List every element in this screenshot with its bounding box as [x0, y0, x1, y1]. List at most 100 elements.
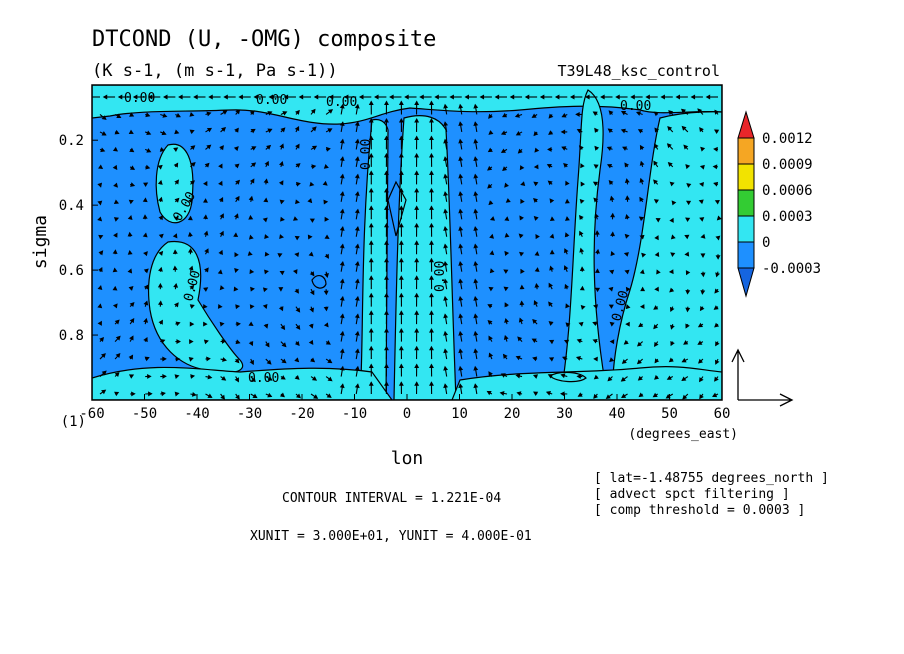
- wind-vector-head: [173, 282, 179, 288]
- wind-vector-head: [699, 217, 705, 222]
- wind-vector-head: [398, 205, 404, 210]
- wind-vector-head: [161, 130, 167, 136]
- wind-vector-head: [279, 143, 284, 149]
- wind-vector-head: [414, 135, 420, 140]
- wind-vector-head: [143, 336, 148, 343]
- wind-vector-head: [145, 112, 151, 118]
- wind-vector-head: [311, 376, 318, 381]
- wind-vector-head: [234, 358, 240, 364]
- wind-vector-head: [327, 128, 333, 133]
- wind-vector-head: [487, 304, 493, 309]
- contour-label: 0.00: [326, 95, 357, 110]
- cyan-region-west-1: [155, 143, 194, 224]
- wind-vector-head: [368, 275, 374, 280]
- wind-vector-head: [564, 198, 570, 204]
- wind-vector-head: [458, 243, 464, 249]
- wind-vector-head: [473, 226, 479, 231]
- wind-vector-head: [434, 94, 439, 100]
- y-tick-label: (1): [61, 414, 86, 430]
- wind-vector-head: [458, 313, 464, 319]
- wind-vector-head: [600, 94, 605, 100]
- wind-vector-head: [443, 348, 449, 354]
- wind-vector-head: [592, 339, 598, 344]
- wind-vector-head: [670, 340, 675, 347]
- wind-vector-head: [280, 375, 286, 380]
- wind-vector-head: [504, 182, 509, 188]
- wind-vector-head: [142, 214, 148, 219]
- wind-vector-head: [97, 200, 103, 206]
- chart-title: DTCOND (U, -OMG) composite: [92, 27, 436, 52]
- wind-vector-head: [234, 127, 239, 133]
- wind-vector-head: [429, 187, 434, 193]
- wind-vector-head: [714, 200, 720, 205]
- wind-vector-head: [218, 197, 224, 203]
- wind-vector-head: [222, 110, 228, 115]
- wind-vector-head: [112, 267, 118, 273]
- wind-vector-head: [547, 374, 553, 379]
- wind-vector-head: [458, 348, 464, 354]
- wind-vector-head: [250, 128, 256, 134]
- wind-vector-head: [443, 295, 449, 301]
- colorbar-min-triangle: [737, 267, 755, 298]
- wind-vector-head: [114, 391, 120, 397]
- wind-vector-head: [531, 338, 537, 343]
- wind-vector-head: [714, 359, 720, 365]
- wind-vector-head: [354, 365, 360, 371]
- wind-vector-head: [112, 249, 118, 255]
- wind-vector-head: [339, 260, 345, 266]
- wind-vector-head: [669, 217, 674, 223]
- wind-vector-head: [608, 304, 614, 309]
- wind-vector-head: [637, 375, 643, 381]
- wind-vector-head: [309, 181, 315, 187]
- wind-vector-head: [354, 348, 360, 354]
- wind-vector-head: [487, 147, 493, 153]
- wind-vector-head: [233, 232, 239, 238]
- wind-vector-head: [112, 146, 119, 152]
- wind-vector-head: [130, 182, 136, 187]
- wind-vector-head: [699, 182, 704, 187]
- wind-vector-head: [666, 375, 672, 380]
- wind-vector-head: [429, 257, 434, 263]
- wind-vector-head: [207, 374, 213, 380]
- wind-vector-head: [206, 127, 213, 133]
- wind-vector-head: [534, 251, 540, 256]
- wind-vector-head: [158, 319, 163, 325]
- wind-vector-head: [218, 180, 223, 186]
- wind-vector-head: [325, 146, 331, 152]
- wind-vector-head: [339, 121, 345, 127]
- wind-vector-head: [458, 103, 464, 109]
- x-tick-label: -10: [342, 406, 367, 422]
- wind-vector-head: [358, 94, 364, 100]
- wind-vector-head: [518, 233, 524, 239]
- wind-vector-head: [533, 131, 539, 137]
- wind-vector-head: [653, 305, 659, 310]
- wind-vector-head: [97, 182, 103, 188]
- wind-vector-head: [700, 253, 706, 258]
- wind-vector-head: [218, 249, 223, 255]
- wind-vector-head: [504, 250, 510, 256]
- wind-vector-head: [517, 148, 523, 154]
- wind-vector-head: [295, 163, 301, 168]
- wind-vector-head: [635, 111, 642, 116]
- wind-vector-head: [203, 198, 208, 203]
- wind-vector-head: [309, 271, 315, 277]
- wind-vector-head: [132, 94, 138, 100]
- wind-vector-head: [384, 152, 389, 158]
- wind-vector-head: [532, 318, 538, 324]
- y-tick-label: 0.2: [59, 133, 84, 149]
- wind-vector-head: [685, 323, 690, 329]
- wind-vector-head: [163, 94, 168, 100]
- wind-vector-head: [354, 330, 360, 336]
- wind-vector-head: [546, 163, 552, 169]
- wind-vector-head: [639, 177, 645, 183]
- wind-vector-head: [502, 353, 508, 359]
- wind-vector-head: [489, 250, 495, 256]
- wind-vector-head: [343, 94, 349, 100]
- wind-vector-head: [129, 165, 136, 170]
- wind-vector-head: [187, 231, 193, 237]
- wind-vector-head: [458, 156, 464, 162]
- wind-vector-head: [354, 138, 360, 144]
- wind-vector-head: [622, 146, 628, 151]
- wind-vector-head: [262, 217, 268, 223]
